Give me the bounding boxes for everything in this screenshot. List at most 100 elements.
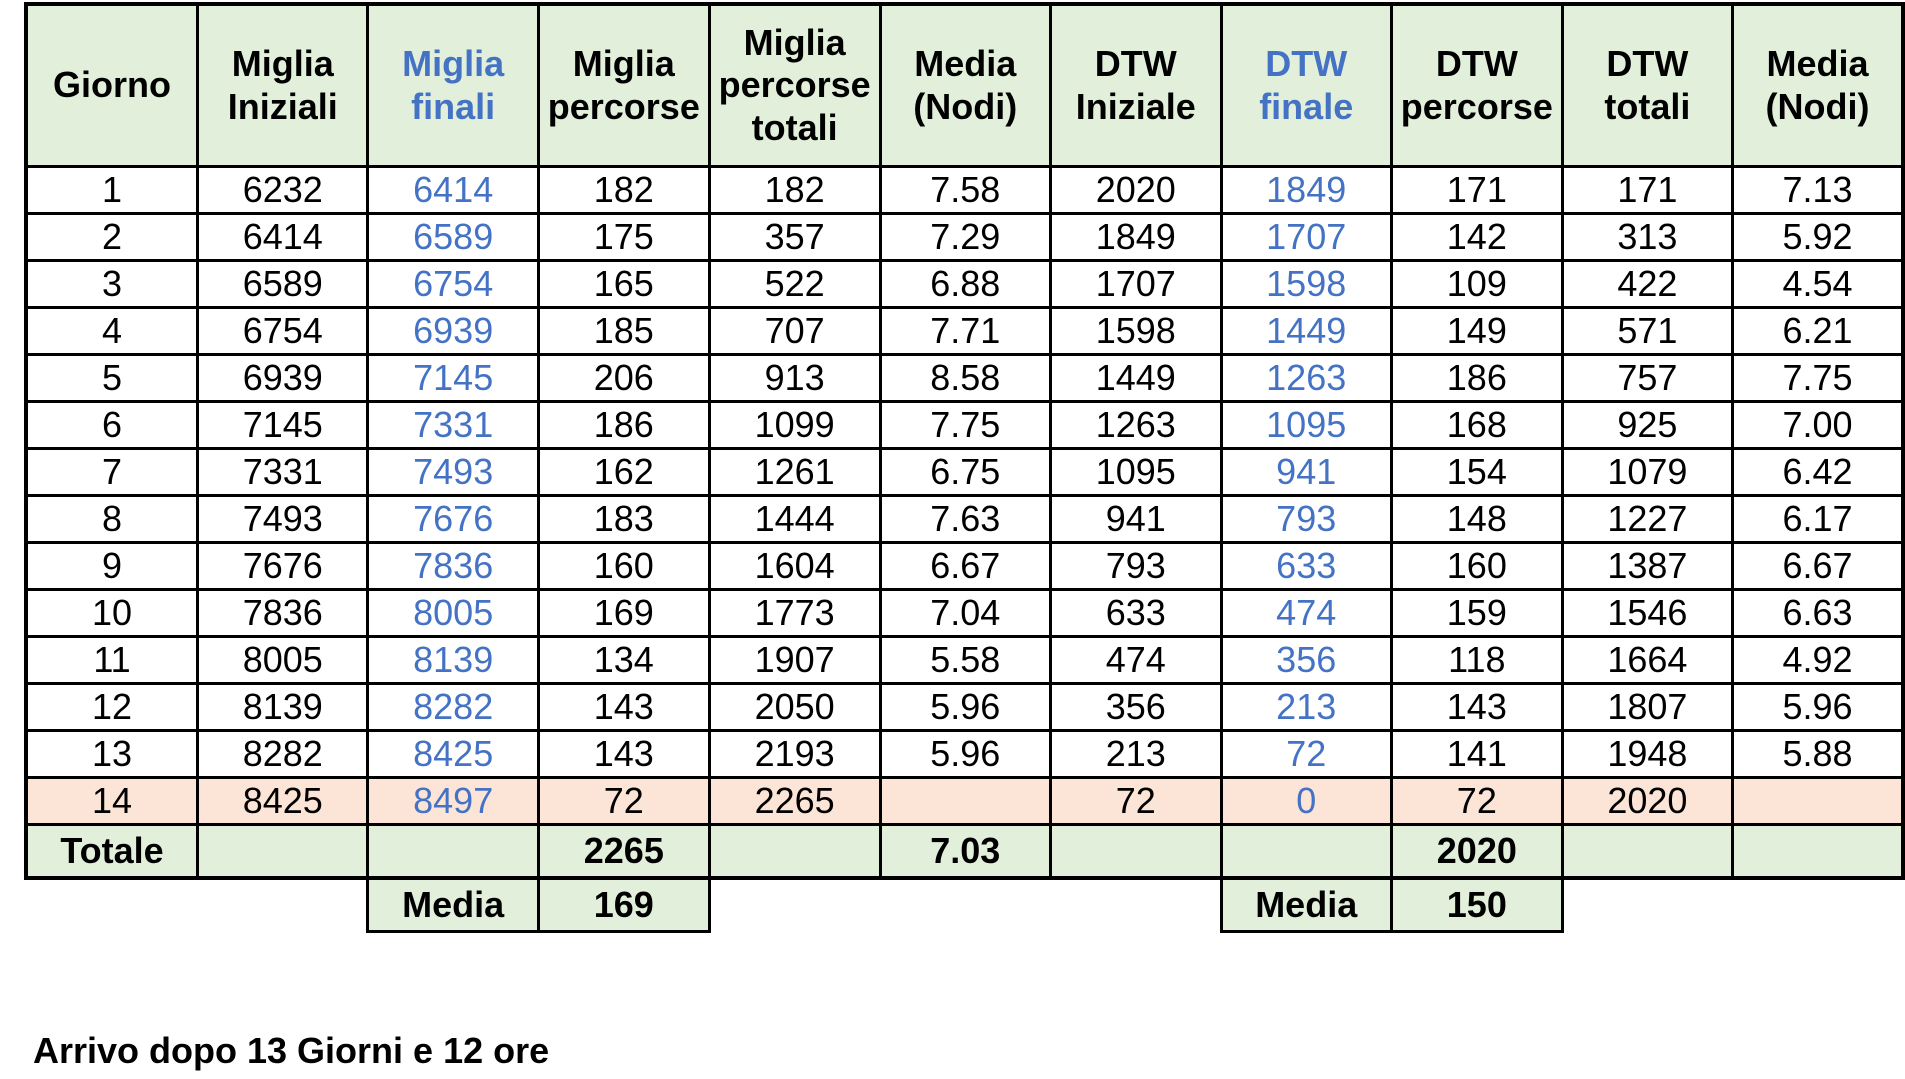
- table-row: 2 6414 6589 175 357 7.29 1849 1707 142 313 5.92: [24, 212, 1905, 262]
- table-cell: 72: [1219, 729, 1393, 779]
- table-cell: 175: [536, 212, 711, 262]
- table-cell: 6589: [196, 259, 370, 309]
- table-cell: 7145: [196, 400, 370, 450]
- table-cell: 72: [536, 776, 711, 826]
- table-cell: 160: [1389, 541, 1564, 591]
- media-cell: Media: [366, 876, 540, 933]
- table-cell: 1387: [1560, 541, 1734, 591]
- table-cell: 169: [536, 588, 711, 638]
- table-cell: 7493: [196, 494, 370, 544]
- column-header: Media (Nodi): [1730, 2, 1905, 168]
- column-header: Miglia finali: [366, 2, 540, 168]
- table-row: 11 8005 8139 134 1907 5.58 474 356 118 1664 4.92: [24, 635, 1905, 685]
- column-header: DTW percorse: [1389, 2, 1564, 168]
- table-cell: 160: [536, 541, 711, 591]
- table-cell: 141: [1389, 729, 1564, 779]
- table-cell: 6589: [366, 212, 540, 262]
- empty-cell: [196, 823, 370, 880]
- table-cell: 1449: [1219, 306, 1393, 356]
- empty-cell: [1562, 878, 1732, 932]
- table-cell: 1598: [1048, 306, 1223, 356]
- table-cell: 134: [536, 635, 711, 685]
- table-row: 12 8139 8282 143 2050 5.96 356 213 143 1807 5.96: [24, 682, 1905, 732]
- table-cell: 142: [1389, 212, 1564, 262]
- table-cell: 2020: [1560, 776, 1734, 826]
- table-cell: 2265: [707, 776, 882, 826]
- totals-cell: 2265: [536, 823, 711, 880]
- media-row: Media 169 Media 150: [26, 876, 1903, 933]
- table-cell: 913: [707, 353, 882, 403]
- table-cell: 1079: [1560, 447, 1734, 497]
- table-row: 8 7493 7676 183 1444 7.63 941 793 148 1227 6.17: [24, 494, 1905, 544]
- table-cell: 154: [1389, 447, 1564, 497]
- table-cell: 143: [1389, 682, 1564, 732]
- table-cell: 1099: [707, 400, 882, 450]
- table-cell: 7.75: [878, 400, 1052, 450]
- table-cell: 6939: [196, 353, 370, 403]
- table-cell: 72: [1048, 776, 1223, 826]
- table-cell: 8005: [196, 635, 370, 685]
- table-cell: 10: [24, 588, 200, 638]
- table-cell: 633: [1048, 588, 1223, 638]
- table-row: 14 8425 8497 72 2265 72 0 72 2020: [24, 776, 1905, 826]
- table-cell: 7: [24, 447, 200, 497]
- table-cell: 356: [1219, 635, 1393, 685]
- table-cell: 8282: [366, 682, 540, 732]
- table-cell: 4: [24, 306, 200, 356]
- table-cell: 6.67: [878, 541, 1052, 591]
- table-cell: 8139: [196, 682, 370, 732]
- table-cell: 5.58: [878, 635, 1052, 685]
- table-cell: 6.88: [878, 259, 1052, 309]
- table-cell: 7676: [196, 541, 370, 591]
- table-row: 9 7676 7836 160 1604 6.67 793 633 160 1387 6.67: [24, 541, 1905, 591]
- table-cell: 707: [707, 306, 882, 356]
- table-row: 7 7331 7493 162 1261 6.75 1095 941 154 1079 6.42: [24, 447, 1905, 497]
- table-cell: 6939: [366, 306, 540, 356]
- table-cell: 186: [1389, 353, 1564, 403]
- table-cell: 1095: [1219, 400, 1393, 450]
- table-cell: 793: [1219, 494, 1393, 544]
- table-cell: 118: [1389, 635, 1564, 685]
- table-cell: 6.63: [1730, 588, 1905, 638]
- table-cell: 941: [1219, 447, 1393, 497]
- table-cell: 1261: [707, 447, 882, 497]
- table-cell: 8139: [366, 635, 540, 685]
- table-cell: 7.63: [878, 494, 1052, 544]
- table-cell: 793: [1048, 541, 1223, 591]
- table-cell: 1707: [1219, 212, 1393, 262]
- empty-cell: [707, 823, 882, 880]
- table-cell: 6.17: [1730, 494, 1905, 544]
- table-cell: 7836: [366, 541, 540, 591]
- table-cell: 171: [1560, 165, 1734, 215]
- table-cell: 7.71: [878, 306, 1052, 356]
- table-cell: 7493: [366, 447, 540, 497]
- table-row: 3 6589 6754 165 522 6.88 1707 1598 109 422 4.54: [24, 259, 1905, 309]
- table-cell: 1807: [1560, 682, 1734, 732]
- table-row: 4 6754 6939 185 707 7.71 1598 1449 149 571 6.21: [24, 306, 1905, 356]
- table-cell: 183: [536, 494, 711, 544]
- table-cell: 313: [1560, 212, 1734, 262]
- table-cell: 7145: [366, 353, 540, 403]
- table-row: 1 6232 6414 182 182 7.58 2020 1849 171 171 7.13: [24, 165, 1905, 215]
- table-cell: 422: [1560, 259, 1734, 309]
- table-cell: 165: [536, 259, 711, 309]
- table-cell: 6754: [196, 306, 370, 356]
- table-cell: 6754: [366, 259, 540, 309]
- table-cell: 7676: [366, 494, 540, 544]
- column-header: Media (Nodi): [878, 2, 1052, 168]
- column-header: Miglia percorse: [536, 2, 711, 168]
- column-header: DTW finale: [1219, 2, 1393, 168]
- table-cell: 143: [536, 729, 711, 779]
- totals-cell: 2020: [1389, 823, 1564, 880]
- table-cell: 8425: [196, 776, 370, 826]
- table-cell: 182: [707, 165, 882, 215]
- table-cell: 5.96: [878, 682, 1052, 732]
- table-cell: 6.42: [1730, 447, 1905, 497]
- table-cell: 149: [1389, 306, 1564, 356]
- column-header: DTW Iniziale: [1048, 2, 1223, 168]
- voyage-log-table: Giorno Miglia Iniziali Miglia finali Miglia…: [24, 2, 1905, 933]
- table-cell: 7331: [366, 400, 540, 450]
- table-cell: 8: [24, 494, 200, 544]
- table-cell: 7.13: [1730, 165, 1905, 215]
- table-cell: 1948: [1560, 729, 1734, 779]
